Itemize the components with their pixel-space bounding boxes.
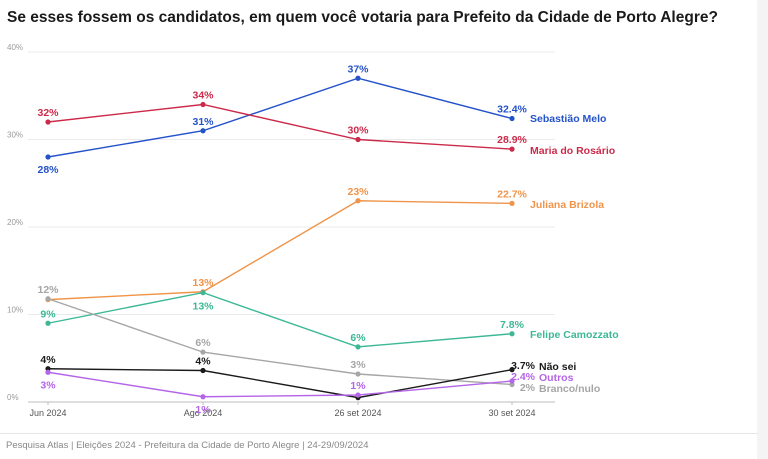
point-branco-nulo	[355, 371, 361, 377]
line-sebastiao-melo	[47, 77, 513, 158]
data-label: 6%	[195, 337, 211, 349]
data-label: 2%	[520, 382, 536, 394]
x-tick-label: 30 set 2024	[488, 408, 535, 418]
point-nao-sei	[509, 367, 515, 373]
data-label: 7.8%	[500, 319, 525, 331]
data-label: 32%	[37, 107, 59, 119]
data-label: 1%	[195, 404, 211, 416]
data-label: 3.7%	[511, 360, 536, 372]
point-maria-do-rosario	[509, 146, 515, 152]
point-sebastiao-melo	[200, 128, 206, 134]
chart-title: Se esses fossem os candidatos, em quem v…	[7, 9, 718, 26]
data-label: 34%	[192, 90, 214, 102]
data-label: 22.7%	[497, 188, 527, 200]
data-label: 37%	[347, 63, 369, 75]
data-label: 1%	[350, 380, 366, 392]
series-points	[45, 75, 515, 401]
x-tick-label: Jun 2024	[29, 408, 66, 418]
data-label: 3%	[40, 379, 56, 391]
point-felipe-camozzato	[509, 331, 515, 337]
y-tick-label: 40%	[7, 43, 23, 52]
series-names: Sebastião Melo Maria do Rosário Juliana Br…	[530, 113, 619, 395]
line-chart: 0% 10% 20% 30% 40% Jun 2024 Ago 2024 26 set 20…	[7, 43, 619, 418]
point-maria-do-rosario	[200, 101, 206, 108]
data-label: 30%	[347, 125, 369, 137]
line-branco-nulo	[47, 298, 513, 386]
point-outros	[509, 378, 515, 384]
point-sebastiao-melo	[509, 115, 515, 122]
line-maria-do-rosario	[47, 103, 513, 150]
line-outros	[47, 371, 513, 398]
point-outros	[45, 369, 51, 375]
series-lines	[47, 77, 513, 399]
series-name-outros: Outros	[539, 372, 574, 384]
data-label: 28.9%	[497, 134, 527, 146]
y-tick-label: 20%	[7, 218, 23, 227]
y-tick-label: 0%	[7, 393, 19, 402]
footer-divider	[0, 433, 768, 434]
footer-source: Pesquisa Atlas | Eleições 2024 - Prefeit…	[6, 440, 369, 451]
series-name-branco-nulo: Branco/nulo	[539, 383, 600, 395]
data-label: 3%	[350, 359, 366, 371]
point-maria-do-rosario	[355, 136, 361, 143]
point-outros	[355, 392, 361, 398]
gridlines	[28, 51, 555, 403]
point-juliana-brizola	[355, 198, 361, 204]
data-label: 31%	[192, 116, 214, 128]
data-label: 23%	[347, 186, 369, 198]
point-felipe-camozzato	[200, 290, 206, 296]
x-tick-label: Ago 2024	[184, 408, 223, 418]
y-tick-label: 30%	[7, 131, 23, 140]
series-name-nao-sei: Não sei	[539, 361, 576, 373]
point-nao-sei	[200, 367, 206, 374]
series-name-felipe-camozzato: Felipe Camozzato	[530, 329, 619, 341]
data-label: 4%	[195, 356, 211, 368]
point-sebastiao-melo	[45, 154, 51, 160]
point-branco-nulo	[45, 296, 51, 302]
x-tick-label: 26 set 2024	[334, 408, 381, 418]
series-name-juliana-brizola: Juliana Brizola	[530, 199, 604, 211]
point-juliana-brizola	[509, 200, 515, 206]
data-label: 6%	[350, 332, 366, 344]
data-label: 9%	[40, 308, 56, 320]
data-labels: 28% 31% 37% 32.4% 32% 34% 30% 28.9% 13% 23% 22.7% 9…	[37, 63, 535, 416]
data-label: 32.4%	[497, 104, 527, 116]
scrollbar-track[interactable]	[757, 0, 768, 459]
data-label: 2.4%	[511, 371, 536, 383]
y-tick-label: 10%	[7, 306, 23, 315]
data-label: 4%	[40, 354, 56, 366]
x-axis-ticks: Jun 2024 Ago 2024 26 set 2024 30 set 2024	[29, 402, 536, 418]
point-felipe-camozzato	[45, 320, 51, 326]
point-maria-do-rosario	[45, 119, 51, 125]
data-label: 12%	[37, 284, 59, 296]
line-nao-sei	[47, 368, 513, 399]
point-branco-nulo	[200, 349, 206, 355]
data-label: 28%	[37, 164, 59, 176]
line-juliana-brizola	[47, 200, 513, 301]
y-axis-ticks: 0% 10% 20% 30% 40%	[7, 43, 23, 402]
point-outros	[200, 394, 206, 400]
series-name-sebastiao-melo: Sebastião Melo	[530, 113, 606, 125]
series-name-maria-do-rosario: Maria do Rosário	[530, 145, 615, 157]
data-label: 13%	[192, 277, 214, 289]
point-sebastiao-melo	[355, 75, 361, 81]
point-felipe-camozzato	[355, 344, 361, 350]
line-felipe-camozzato	[47, 291, 513, 348]
data-label: 13%	[192, 301, 214, 313]
